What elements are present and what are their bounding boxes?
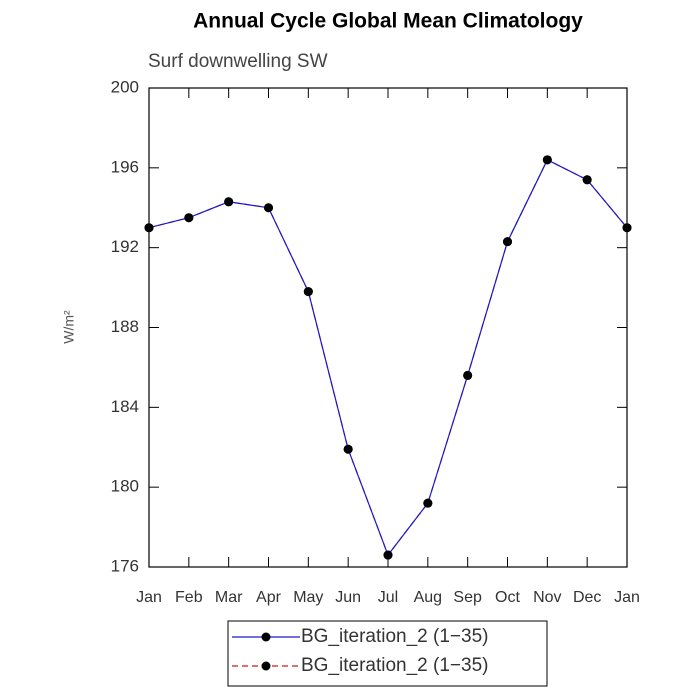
series-line bbox=[148, 159, 628, 557]
x-tick-label: Mar bbox=[215, 589, 243, 606]
point bbox=[224, 197, 234, 207]
y-tick-label: 188 bbox=[111, 317, 139, 336]
x-tick-label: Jul bbox=[378, 589, 398, 606]
x-tick-label: Nov bbox=[533, 589, 561, 606]
point bbox=[303, 287, 313, 297]
x-tick-label: May bbox=[293, 589, 323, 606]
x-tick-label: Jun bbox=[335, 589, 361, 606]
y-tick-label: 192 bbox=[111, 237, 139, 256]
series-line bbox=[148, 159, 628, 557]
legend-label: BG_iteration_2 (1−35) bbox=[301, 655, 488, 676]
x-tick-label: Sep bbox=[453, 589, 482, 606]
legend-marker bbox=[261, 661, 271, 671]
point bbox=[343, 444, 353, 454]
point bbox=[383, 550, 393, 560]
chart-title: Annual Cycle Global Mean Climatology bbox=[193, 10, 583, 33]
point bbox=[184, 213, 194, 223]
x-tick-label: Apr bbox=[256, 589, 282, 606]
point bbox=[582, 175, 592, 185]
y-tick-label: 176 bbox=[111, 556, 139, 575]
point bbox=[144, 223, 154, 233]
point bbox=[542, 155, 552, 165]
x-tick-label: Oct bbox=[495, 589, 520, 606]
y-tick-label: 200 bbox=[111, 77, 139, 96]
chart-subtitle: Surf downwelling SW bbox=[148, 51, 328, 72]
point bbox=[503, 237, 512, 247]
x-tick-label: Feb bbox=[175, 589, 203, 606]
legend-box bbox=[227, 620, 548, 687]
point bbox=[423, 498, 433, 508]
point bbox=[622, 223, 632, 233]
legend-marker bbox=[261, 632, 271, 642]
point bbox=[264, 203, 273, 213]
y-tick-label: 184 bbox=[111, 397, 139, 416]
y-tick-label: 196 bbox=[111, 157, 139, 176]
y-axis-label: W/m² bbox=[61, 310, 77, 344]
x-tick-label: Dec bbox=[573, 589, 601, 606]
legend-label: BG_iteration_2 (1−35) bbox=[301, 626, 488, 647]
x-tick-label: Jan bbox=[136, 589, 162, 606]
plot-frame bbox=[148, 87, 628, 568]
point bbox=[463, 370, 473, 380]
x-tick-label: Aug bbox=[414, 589, 442, 606]
x-tick-label: Jan bbox=[614, 589, 640, 606]
y-tick-label: 180 bbox=[111, 477, 139, 496]
